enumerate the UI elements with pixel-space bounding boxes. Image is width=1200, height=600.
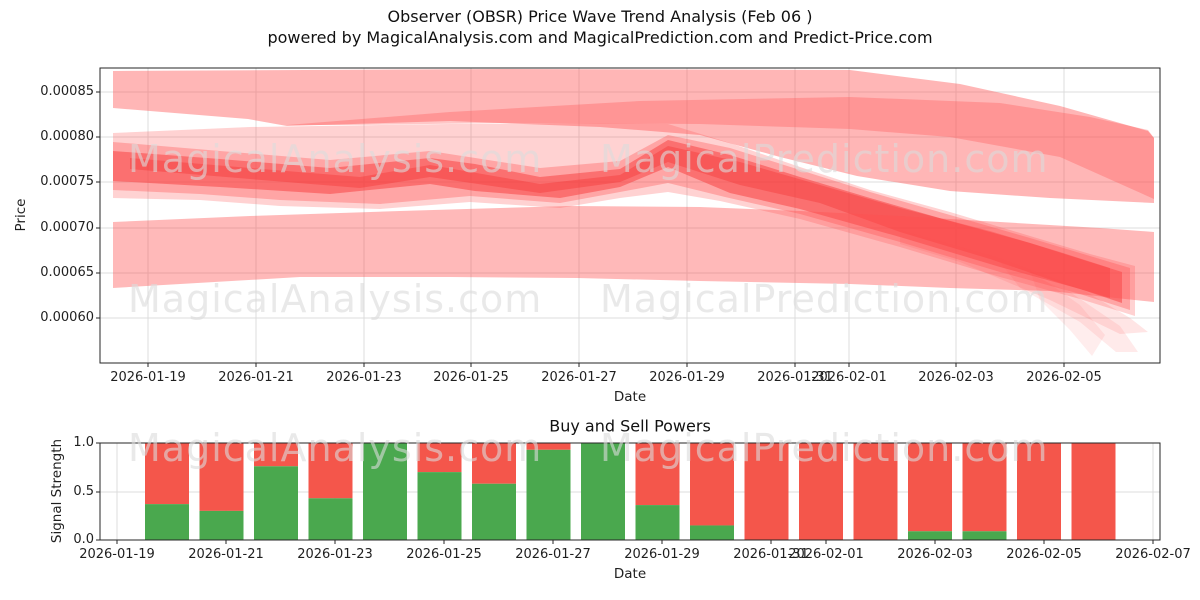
buy-bar — [526, 449, 571, 540]
wave-band-8 — [1000, 262, 1138, 352]
wave-band-7 — [900, 230, 1148, 334]
sell-bar — [254, 443, 298, 467]
sell-bar — [199, 443, 244, 511]
buy-bar — [690, 525, 734, 540]
signal-strength-axis-label: Signal Strength — [49, 438, 65, 544]
buy-bar — [254, 466, 298, 540]
price-chart-spines — [99, 67, 1161, 364]
price-wave-bands — [113, 69, 1154, 356]
buy-bar — [417, 472, 462, 540]
bottom-date-axis-label: Date — [613, 566, 647, 582]
sell-bar — [853, 443, 898, 540]
buy-bar — [199, 510, 244, 540]
sell-bar — [799, 443, 843, 540]
bottom-chart-title: Buy and Sell Powers — [549, 416, 711, 436]
wave-band-0 — [113, 69, 1154, 203]
sell-bar — [962, 443, 1007, 532]
sell-bar — [526, 443, 571, 450]
buy-bar — [581, 443, 625, 540]
chart-title: Observer (OBSR) Price Wave Trend Analysi… — [387, 7, 813, 26]
sell-bar — [744, 443, 789, 540]
sell-bar — [1017, 443, 1061, 540]
sell-bar — [908, 443, 952, 532]
wave-band-5 — [130, 146, 1110, 298]
buy-bar — [363, 443, 407, 540]
top-date-axis-label: Date — [613, 389, 647, 405]
wave-band-6 — [113, 206, 1154, 302]
signal-bars — [145, 443, 1116, 540]
sell-bar — [417, 443, 462, 473]
signal-chart-tickmarks — [96, 442, 1154, 544]
wave-band-4 — [113, 140, 1122, 303]
sell-bar — [690, 443, 734, 526]
price-axis-label: Price — [13, 198, 29, 232]
sell-bar — [145, 443, 189, 505]
wave-band-1 — [287, 97, 1154, 199]
price-chart-tickmarks — [96, 91, 1065, 367]
buy-bar — [908, 531, 952, 540]
buy-bar — [308, 498, 353, 540]
wave-band-9 — [1030, 270, 1105, 356]
sell-bar — [472, 443, 516, 484]
chart-subtitle: powered by MagicalAnalysis.com and Magic… — [267, 28, 933, 47]
sell-bar — [635, 443, 680, 506]
buy-bar — [472, 483, 516, 540]
buy-bar — [145, 504, 189, 540]
sell-bar — [1071, 443, 1116, 540]
sell-bar — [308, 443, 353, 499]
buy-bar — [635, 505, 680, 540]
buy-bar — [962, 531, 1007, 540]
